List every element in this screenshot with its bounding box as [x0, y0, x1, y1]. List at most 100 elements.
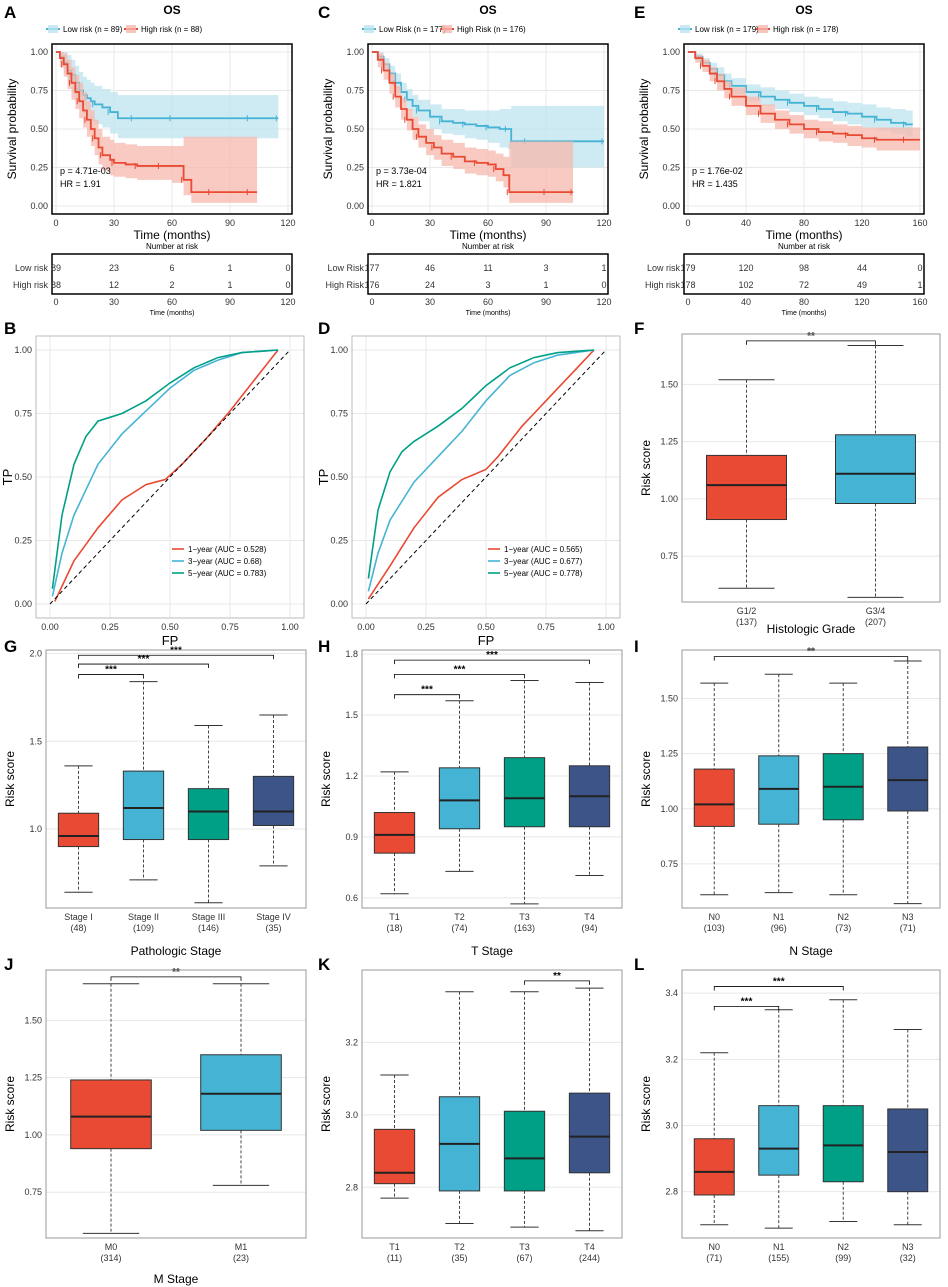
y-axis-label: Risk score [3, 1076, 17, 1132]
risk-count: 177 [364, 263, 379, 273]
risk-x-tick: 60 [483, 297, 493, 307]
x-tick-count: (163) [514, 923, 535, 933]
risk-count: 11 [483, 263, 492, 273]
panel-label-I: I [634, 637, 639, 656]
x-tick-group: T1 [389, 1242, 400, 1252]
risk-count: 44 [857, 263, 867, 273]
ci-band-high-risk [56, 52, 258, 203]
risk-count: 120 [738, 263, 753, 273]
plot-frame [681, 649, 941, 909]
roc-curve-5-year [367, 349, 595, 579]
y-tick: 0.9 [345, 832, 358, 842]
x-axis-label: N Stage [789, 944, 833, 958]
risk-count: 0 [285, 280, 290, 290]
p-value: p = 1.76e-02 [692, 166, 743, 176]
y-tick: 1.50 [24, 1015, 42, 1025]
ci-band-high-risk [688, 52, 920, 151]
x-tick-count: (11) [387, 1253, 402, 1263]
risk-table-title: Number at risk [146, 242, 199, 251]
y-tick: 0.75 [30, 86, 48, 96]
y-axis-label: Survival probability [321, 79, 335, 180]
significance-bracket [78, 674, 144, 679]
x-tick-group: T3 [519, 912, 530, 922]
risk-count: 88 [51, 280, 61, 290]
box-t2 [438, 767, 481, 830]
y-axis-label: Risk score [319, 751, 333, 807]
risk-x-label: Time (months) [782, 310, 827, 317]
y-tick: 0.50 [346, 124, 364, 134]
risk-x-tick: 120 [280, 297, 295, 307]
risk-count: 176 [364, 280, 379, 290]
legend-entry: 1−year (AUC = 0.528) [188, 545, 267, 554]
y-tick: 0.25 [662, 163, 680, 173]
x-tick-count: (71) [900, 923, 916, 933]
box-t3 [503, 757, 546, 828]
x-tick-count: (18) [386, 923, 402, 933]
y-tick: 0.75 [24, 1187, 42, 1197]
risk-count: 6 [169, 263, 174, 273]
significance-bracket [713, 656, 909, 661]
box-stage-iii [187, 788, 230, 841]
significance-stars: ** [172, 967, 180, 978]
roc-curve-5-year [51, 349, 279, 589]
significance-bracket [713, 986, 844, 991]
y-tick: 3.0 [665, 1121, 678, 1131]
risk-x-tick: 160 [912, 297, 927, 307]
box-panel-J: M0(314) M1(23) ** 0.75 1.00 1.25 1.50 Risk scor… [3, 967, 307, 1286]
y-tick: 0.50 [14, 472, 32, 482]
risk-count: 0 [285, 263, 290, 273]
x-tick: 30 [109, 218, 119, 228]
x-tick: 0 [53, 218, 58, 228]
risk-x-tick: 40 [741, 297, 751, 307]
significance-stars: ** [807, 647, 815, 658]
x-tick-group: N0 [708, 912, 720, 922]
x-tick-group: Stage III [192, 912, 226, 922]
box-stage-iv [252, 775, 295, 827]
x-tick: 0.00 [41, 622, 59, 632]
y-axis-label: Risk score [639, 751, 653, 807]
ci-band-low-risk [688, 52, 913, 137]
significance-bracket [394, 694, 460, 699]
legend-entry: 1−year (AUC = 0.565) [504, 545, 583, 554]
y-tick: 1.5 [29, 736, 42, 746]
box-stage-i [57, 812, 100, 848]
risk-count: 0 [601, 280, 606, 290]
x-tick-count: (73) [835, 923, 851, 933]
plot-frame [683, 43, 925, 215]
box-m1 [200, 1054, 282, 1131]
box-t1 [373, 1128, 416, 1185]
significance-bracket [713, 1006, 780, 1011]
km-panel-A: OS Low risk (n = 89) High risk (n = 88) 0 30… [5, 3, 296, 317]
box-n1 [758, 755, 800, 825]
risk-table-frame [367, 253, 609, 295]
risk-x-tick: 0 [685, 297, 690, 307]
y-tick: 3.2 [345, 1037, 358, 1047]
plot-frame [45, 649, 307, 909]
x-tick: 160 [912, 218, 927, 228]
legend-swatch-fill [48, 25, 58, 33]
panel-label-C: C [318, 3, 330, 22]
panel-label-A: A [4, 3, 16, 22]
y-tick: 0.50 [30, 124, 48, 134]
x-tick-count: (314) [100, 1253, 121, 1263]
x-tick-group: T2 [454, 1242, 465, 1252]
box-n3 [887, 1108, 929, 1193]
significance-bracket [78, 663, 209, 669]
risk-count: 102 [738, 280, 753, 290]
x-tick: 120 [854, 218, 869, 228]
significance-stars: *** [454, 664, 466, 675]
x-tick-count: (137) [736, 617, 757, 627]
x-tick-group: T2 [454, 912, 465, 922]
risk-row-label: High risk [13, 280, 49, 290]
x-tick-group: N3 [902, 1242, 914, 1252]
significance-stars: *** [741, 996, 753, 1007]
p-value: p = 3.73e-04 [376, 166, 427, 176]
y-tick: 0.75 [662, 86, 680, 96]
legend-entry: High risk (n = 178) [773, 25, 839, 34]
y-tick: 1.2 [345, 771, 358, 781]
x-tick: 0 [685, 218, 690, 228]
y-tick: 1.00 [14, 345, 32, 355]
roc-curve-3-year [367, 349, 595, 592]
y-tick: 3.2 [665, 1054, 678, 1064]
x-tick: 1.00 [281, 622, 299, 632]
